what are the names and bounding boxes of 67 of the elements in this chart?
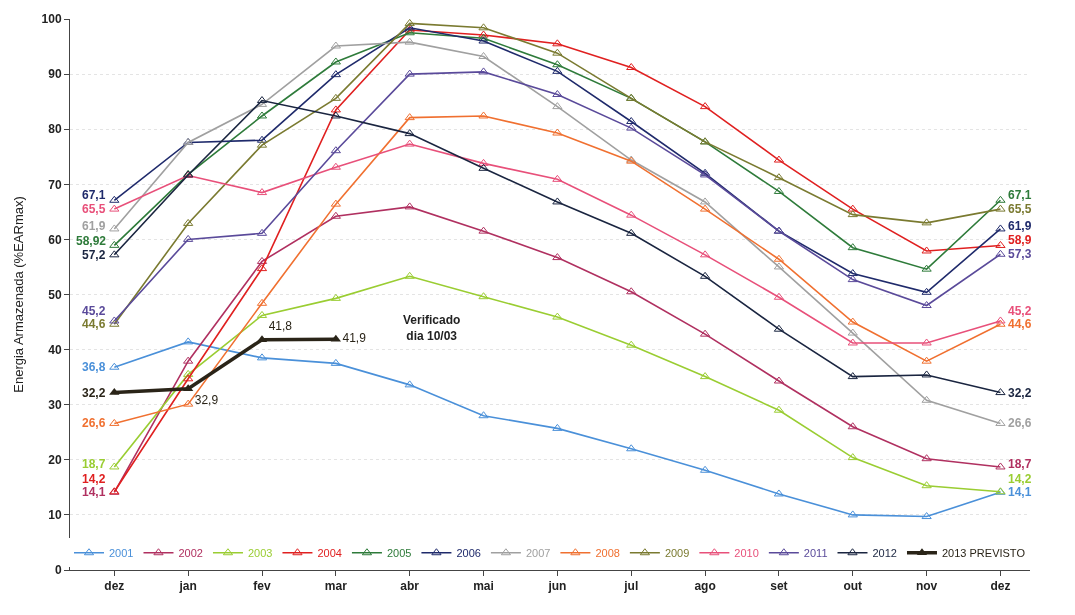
data-label: 67,1 [82, 188, 106, 202]
legend-label: 2011 [803, 547, 828, 560]
data-label: 14,2 [1008, 472, 1032, 486]
x-tick-label: nov [915, 579, 938, 594]
legend-label: 2001 [109, 547, 134, 560]
legend-label: 2002 [178, 547, 203, 560]
legend-label: 2007 [525, 547, 551, 560]
data-label: 14,1 [1008, 485, 1032, 499]
data-label: 45,2 [1008, 304, 1032, 318]
y-tick-label: 30 [48, 397, 62, 412]
data-label: 14,1 [82, 485, 106, 499]
data-label: 44,6 [82, 317, 106, 331]
data-label: 45,2 [82, 304, 106, 318]
data-label: 44,6 [1008, 317, 1032, 331]
data-label: 26,6 [1008, 416, 1032, 430]
legend-label: 2013 PREVISTO [941, 547, 1026, 560]
data-label: 61,9 [82, 219, 106, 233]
y-tick-label: 0 [54, 563, 62, 578]
y-tick-label: 50 [48, 287, 62, 302]
y-tick-label: 100 [41, 12, 62, 27]
y-tick-label: 20 [48, 453, 62, 467]
data-label: 65,5 [82, 202, 106, 216]
x-tick-label: jun [547, 579, 567, 594]
data-label: 61,9 [1008, 219, 1032, 233]
legend-label: 2012 [872, 547, 897, 560]
data-label: 26,6 [82, 416, 106, 430]
x-tick-label: dez [990, 579, 1011, 594]
x-tick-label: ago [694, 579, 716, 594]
legend-label: 2010 [734, 547, 759, 560]
x-tick-label: out [843, 579, 863, 594]
x-tick-label: mar [324, 579, 348, 594]
legend-label: 2003 [247, 547, 273, 560]
legend-label: 2009 [664, 547, 690, 560]
data-label: 58,9 [1008, 233, 1032, 247]
data-label: 32,2 [82, 386, 106, 400]
legend-label: 2008 [595, 547, 620, 560]
annotation: Verificado dia 10/03 [403, 313, 461, 343]
data-label: 58,92 [76, 234, 107, 248]
x-tick-label: abr [400, 579, 420, 594]
x-tick-label: set [770, 579, 788, 594]
data-label: 32,2 [1008, 386, 1032, 400]
data-label: 36,8 [82, 360, 106, 374]
y-tick-label: 80 [48, 122, 62, 137]
legend-label: 2005 [386, 547, 412, 560]
data-label: 14,2 [82, 472, 106, 486]
legend-label: 2006 [456, 547, 481, 560]
data-label: 41,9 [342, 331, 367, 346]
y-tick-label: 40 [48, 342, 62, 357]
data-label: 41,8 [268, 319, 293, 334]
data-label: 18,7 [1008, 457, 1032, 471]
y-tick-label: 60 [48, 232, 62, 247]
y-tick-label: 90 [48, 67, 62, 82]
x-tick-label: jul [623, 579, 639, 594]
data-label: 65,5 [1008, 202, 1032, 216]
data-label: 67,1 [1008, 188, 1032, 202]
y-tick-label: 10 [48, 508, 62, 523]
x-tick-label: fev [253, 579, 271, 594]
y-tick-label: 70 [48, 177, 62, 192]
legend-label: 2004 [317, 547, 342, 560]
data-label: 57,2 [82, 248, 106, 262]
data-label: 18,7 [82, 457, 106, 471]
x-tick-label: dez [104, 579, 125, 594]
data-label: 57,3 [1008, 247, 1032, 261]
x-tick-label: jan [178, 579, 197, 594]
x-tick-label: mai [473, 579, 494, 594]
y-axis-title: Energia Armazenada (%EARmax) [10, 196, 26, 393]
data-label: 32,9 [194, 393, 219, 408]
